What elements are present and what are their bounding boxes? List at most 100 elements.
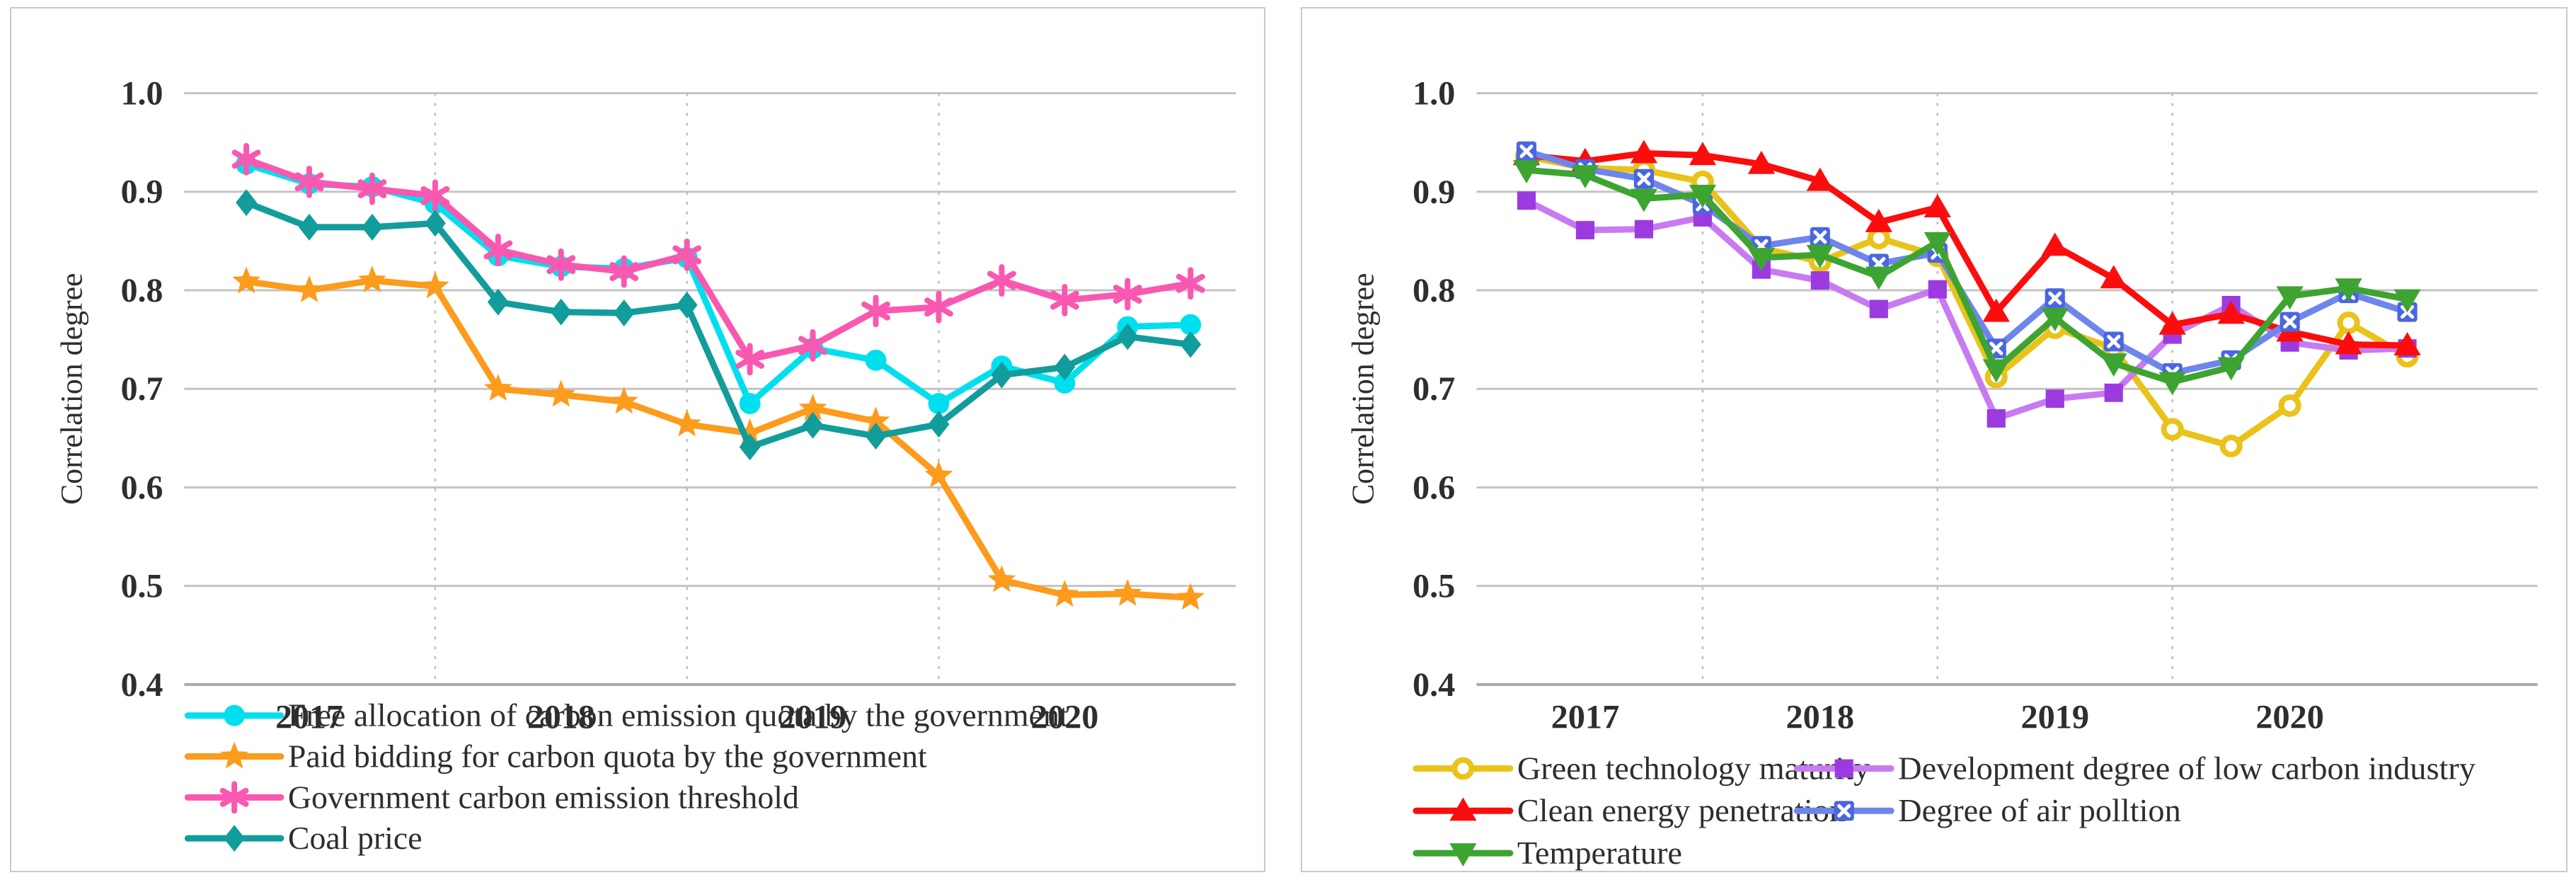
diamond-marker — [487, 288, 509, 316]
asterisk-marker — [219, 781, 249, 814]
circle-marker — [224, 704, 246, 726]
square-marker — [1810, 271, 1829, 290]
diamond-marker — [865, 423, 887, 450]
triangle-up-marker — [2100, 265, 2127, 289]
asterisk-marker — [1050, 284, 1079, 316]
y-tick-label: 0.6 — [1413, 469, 1455, 507]
series-triangle-down — [1512, 160, 2421, 396]
legend-label: Clean energy penetration — [1517, 792, 1846, 828]
x-tick-label: 2018 — [527, 699, 595, 736]
star-marker — [1176, 583, 1205, 610]
square-marker — [1869, 299, 1888, 319]
y-axis-title: Correlation degree — [55, 273, 89, 505]
legend-label: Development degree of low carbon industr… — [1898, 750, 2476, 787]
triangle-up-marker — [1806, 167, 1834, 191]
legend-label: Degree of air polltion — [1898, 792, 2181, 828]
square-marker — [1517, 191, 1536, 210]
star-marker — [483, 374, 512, 401]
diamond-marker — [424, 210, 446, 237]
diamond-marker — [613, 299, 635, 326]
y-tick-label: 1.0 — [121, 75, 163, 113]
x-tick-label: 2019 — [2020, 699, 2089, 736]
circle-marker — [739, 393, 761, 415]
x-tick-label: 2017 — [1551, 699, 1620, 736]
y-tick-label: 0.4 — [1413, 666, 1455, 704]
series-line — [1523, 153, 2411, 450]
series-star — [232, 265, 1205, 610]
diamond-marker — [299, 213, 320, 241]
triangle-down-marker — [1747, 248, 1775, 272]
triangle-up-marker — [1747, 150, 1775, 174]
legend-label: Free allocation of carbon emission quota… — [288, 697, 1069, 733]
legend-label: Government carbon emission threshold — [288, 779, 799, 815]
triangle-down-marker — [2217, 357, 2245, 381]
triangle-up-marker — [1630, 139, 1658, 164]
triangle-down-marker — [2276, 286, 2304, 310]
star-marker — [735, 418, 764, 445]
star-marker — [798, 394, 827, 421]
square-marker — [1834, 759, 1853, 778]
y-tick-label: 0.7 — [1413, 370, 1455, 408]
triangle-down-marker — [2335, 278, 2362, 302]
triangle-up-marker — [1689, 142, 1717, 166]
x-tick-label: 2020 — [2255, 699, 2324, 736]
legend-label: Coal price — [288, 820, 422, 856]
square-marker — [1928, 280, 1947, 299]
asterisk-marker — [735, 343, 765, 376]
y-tick-label: 0.8 — [121, 272, 163, 309]
diamond-marker — [224, 825, 246, 852]
triangle-down-marker — [1630, 188, 1658, 212]
diamond-marker — [236, 189, 258, 217]
triangle-up-marker — [1865, 209, 1892, 232]
left-chart-panel: 1.0 0.9 0.8 0.7 0.6 0.5 0.4 Correlation degree 2… — [10, 7, 1265, 872]
diamond-marker — [1180, 331, 1202, 358]
y-tick-label: 0.4 — [121, 666, 163, 704]
star-marker — [1113, 578, 1142, 606]
gridlines — [184, 92, 1236, 686]
star-marker — [609, 387, 638, 414]
asterisk-marker — [672, 238, 702, 271]
triangle-down-marker — [1865, 266, 1892, 290]
series-line — [1523, 166, 2411, 385]
y-tick-label: 1.0 — [1413, 75, 1455, 113]
triangle-down-marker — [1982, 359, 2010, 383]
y-tick-label: 0.6 — [121, 469, 163, 506]
y-axis-title-text: Correlation degree — [55, 273, 89, 505]
triangle-down-marker — [1571, 165, 1599, 189]
triangle-down-marker — [1924, 232, 1951, 256]
circle-marker — [1054, 372, 1076, 394]
square-marker — [1634, 219, 1653, 239]
asterisk-marker — [420, 179, 450, 212]
series-line — [243, 277, 1194, 601]
y-tick-label: 0.7 — [121, 370, 163, 408]
triangle-up-marker — [1449, 797, 1477, 821]
triangle-down-marker — [1449, 843, 1477, 867]
y-tick-label: 0.9 — [1413, 173, 1455, 211]
circle-marker — [1180, 314, 1202, 336]
asterisk-marker — [798, 329, 827, 362]
triangle-up-marker — [1924, 194, 1951, 218]
star-marker — [295, 275, 323, 302]
series-line — [243, 156, 1194, 362]
circle-marker — [865, 349, 887, 371]
series-triangle-up — [1512, 139, 2421, 355]
series-line — [1523, 150, 2411, 349]
y-tick-label: 0.9 — [121, 173, 163, 211]
asterisk-marker — [294, 165, 324, 198]
asterisk-marker — [1175, 267, 1205, 300]
asterisk-marker — [924, 290, 953, 324]
triangle-down-marker — [2041, 308, 2069, 331]
ring-marker — [2337, 312, 2360, 334]
asterisk-marker — [609, 255, 639, 288]
legend: Free allocation of carbon emission quota… — [184, 697, 1069, 856]
star-marker — [861, 406, 890, 434]
triangle-up-marker — [1982, 298, 2010, 322]
y-tick-label: 0.5 — [1413, 568, 1455, 605]
star-marker — [546, 379, 575, 407]
y-axis-title: Correlation degree — [1345, 273, 1380, 505]
star-marker — [672, 409, 701, 437]
x-tick-label: 2019 — [779, 699, 847, 736]
star-marker — [924, 460, 953, 488]
star-marker — [232, 266, 261, 294]
circle-marker — [928, 393, 950, 415]
